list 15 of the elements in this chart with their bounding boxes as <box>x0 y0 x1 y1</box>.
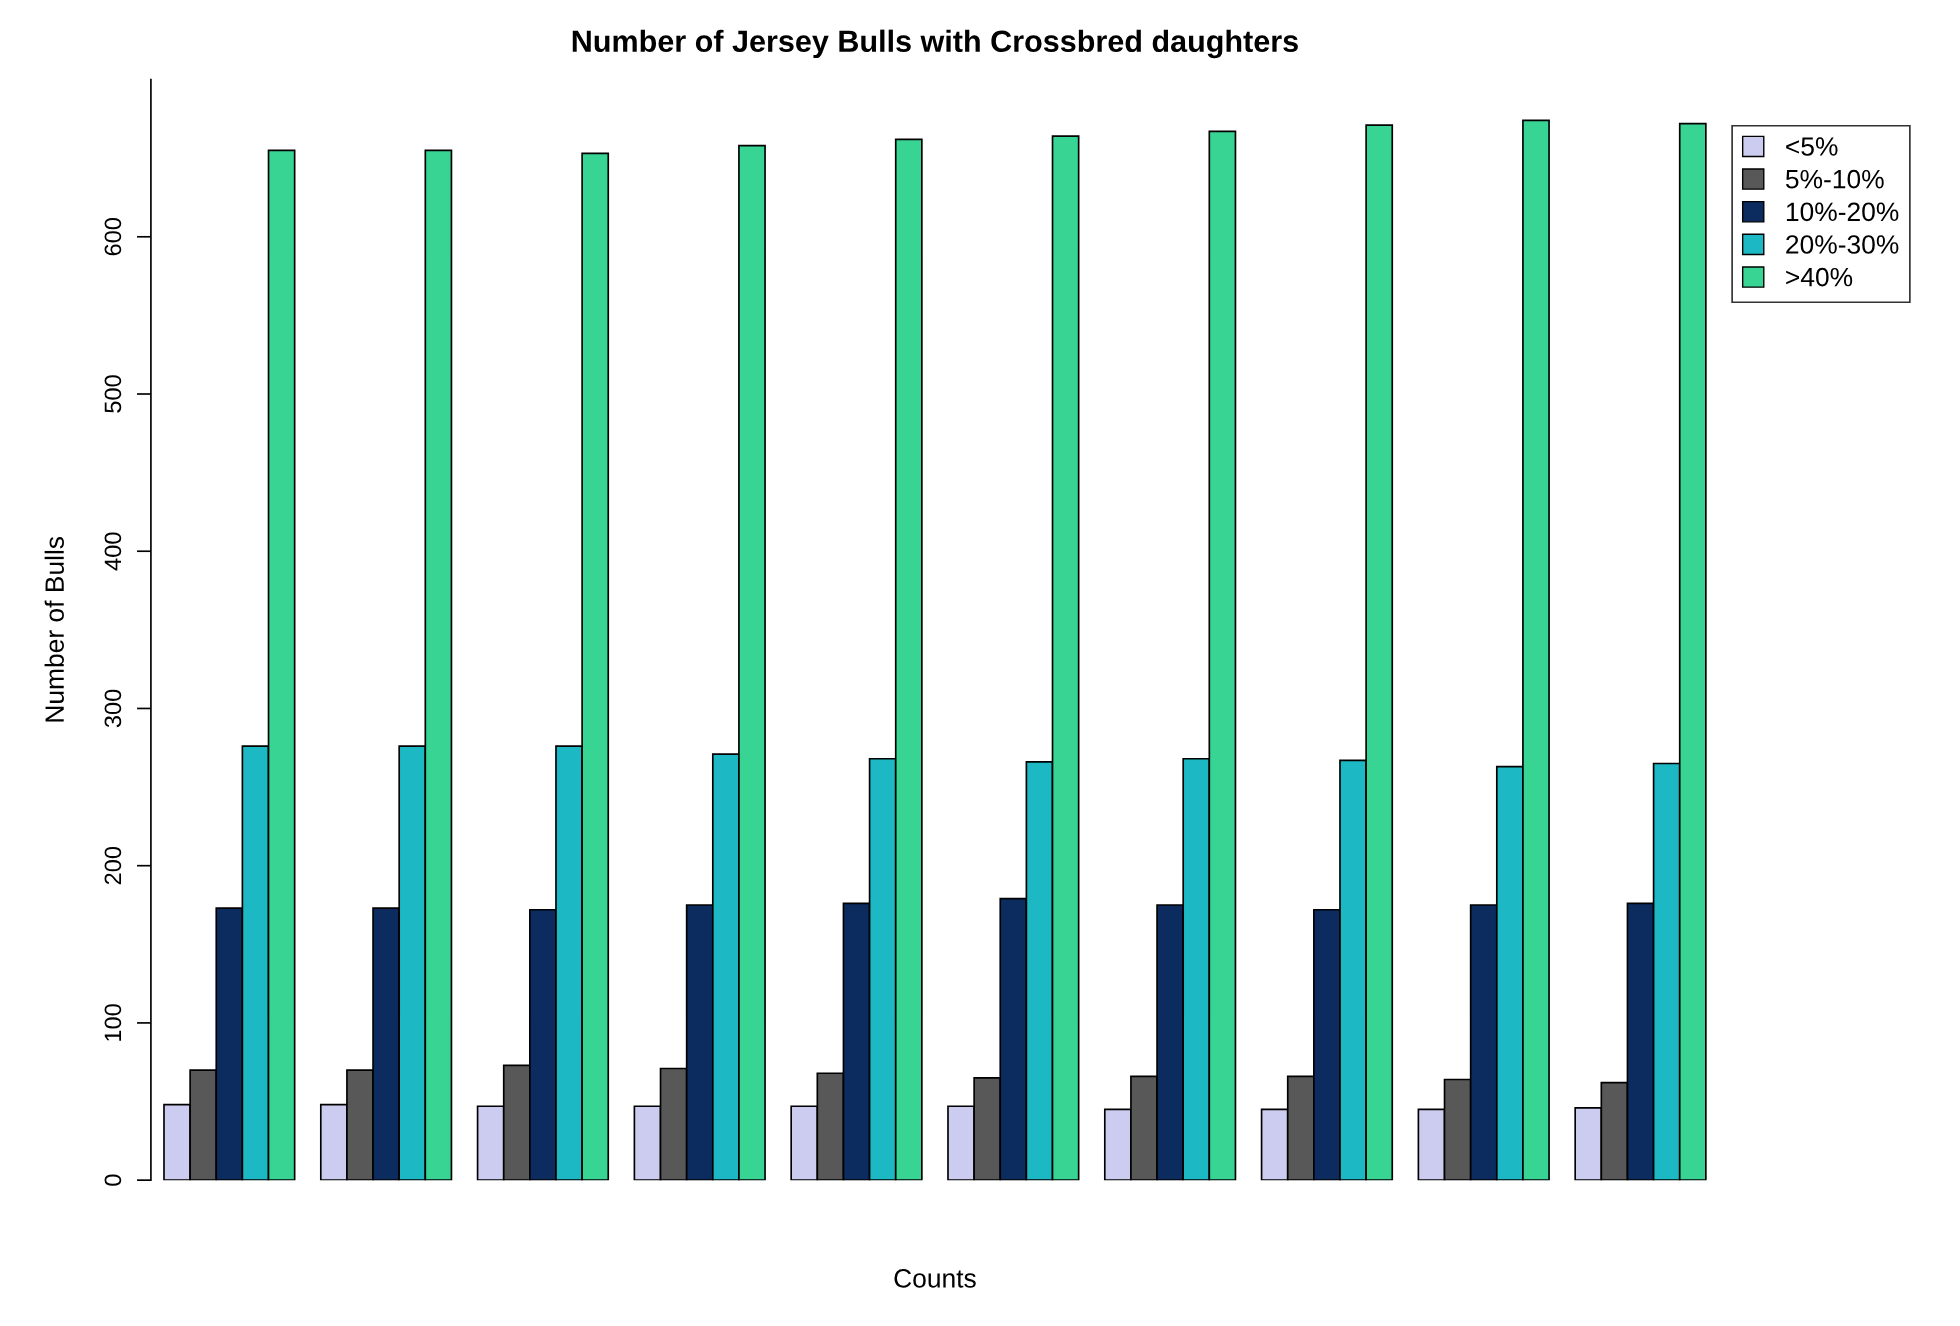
chart-title: Number of Jersey Bulls with Crossbred daughters <box>572 29 1298 59</box>
y-tick-label: 600 <box>104 218 122 256</box>
y-tick-label: 200 <box>104 846 122 885</box>
y-axis-title: Number of Bulls <box>44 536 64 722</box>
y-tick-label: 400 <box>104 532 122 571</box>
legend-label: 10%-20% <box>1786 202 1899 222</box>
y-tick-label: 100 <box>104 1004 122 1041</box>
legend-label: >40% <box>1786 267 1853 287</box>
y-tick-label: 300 <box>104 689 122 728</box>
x-axis-title: Counts <box>894 1269 976 1288</box>
legend-label: <5% <box>1786 137 1838 156</box>
y-tick-label: 0 <box>104 1174 122 1186</box>
legend-label: 5%-10% <box>1785 169 1884 189</box>
y-tick-label: 500 <box>104 375 122 413</box>
legend-label: 20%-30% <box>1786 235 1899 254</box>
